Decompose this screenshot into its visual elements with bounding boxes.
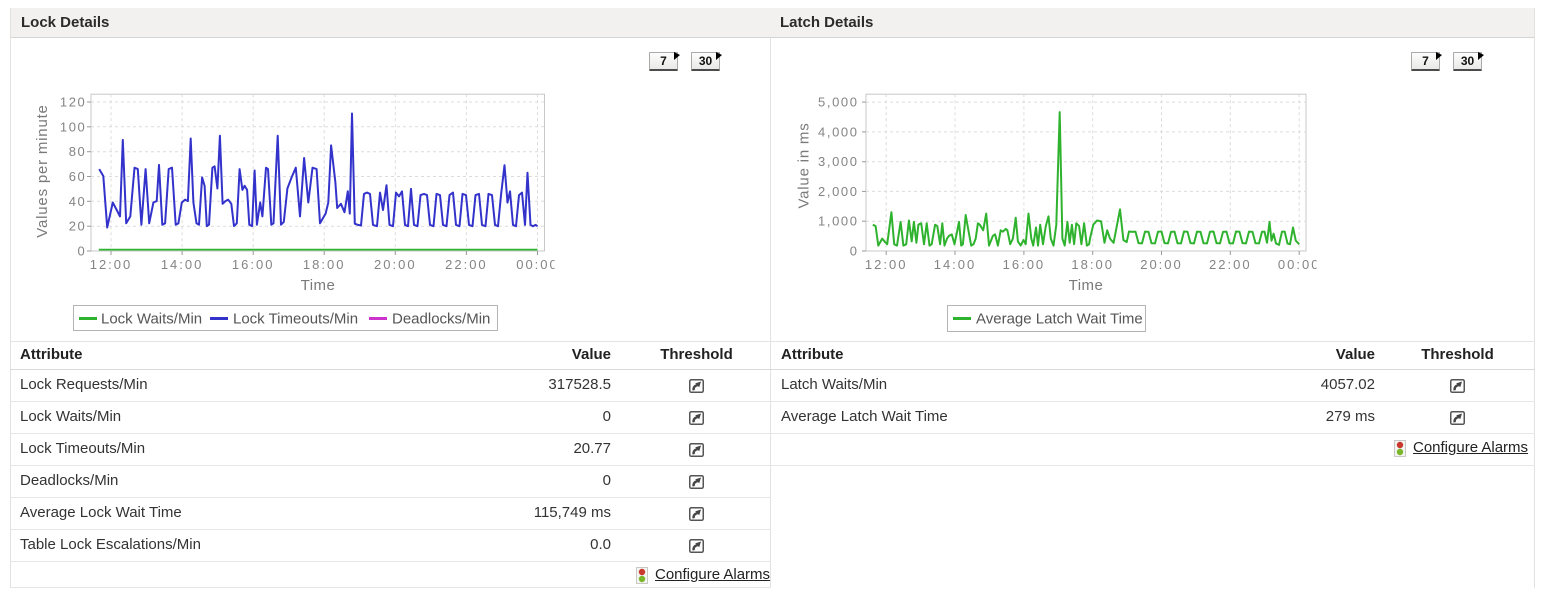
svg-text:80: 80 [69,144,87,159]
svg-text:16:00: 16:00 [232,257,275,272]
svg-text:00:00: 00:00 [1278,257,1321,272]
svg-text:Deadlocks/Min: Deadlocks/Min [392,311,490,328]
svg-text:16:00: 16:00 [1003,257,1046,272]
svg-text:3,000: 3,000 [818,154,859,169]
svg-text:40: 40 [69,194,87,209]
svg-text:12:00: 12:00 [865,257,908,272]
svg-text:12:00: 12:00 [90,257,133,272]
svg-text:60: 60 [69,169,87,184]
svg-text:14:00: 14:00 [934,257,977,272]
svg-text:0: 0 [78,244,87,259]
svg-text:Value in ms: Value in ms [796,122,813,208]
svg-text:00:00: 00:00 [516,257,559,272]
svg-text:Average Latch Wait Time: Average Latch Wait Time [976,311,1143,328]
svg-text:18:00: 18:00 [1071,257,1114,272]
svg-text:4,000: 4,000 [818,124,859,139]
svg-text:Lock Waits/Min: Lock Waits/Min [101,311,202,328]
svg-text:Time: Time [1069,277,1104,294]
svg-text:20: 20 [69,219,87,234]
svg-text:100: 100 [60,119,87,134]
svg-text:1,000: 1,000 [818,214,859,229]
svg-text:Time: Time [301,277,336,294]
svg-text:18:00: 18:00 [303,257,346,272]
svg-text:Values per minute: Values per minute [34,104,51,237]
svg-text:22:00: 22:00 [1209,257,1252,272]
svg-text:Lock Timeouts/Min: Lock Timeouts/Min [233,311,358,328]
svg-text:5,000: 5,000 [818,95,859,110]
svg-text:2,000: 2,000 [818,184,859,199]
svg-text:20:00: 20:00 [374,257,417,272]
svg-text:22:00: 22:00 [445,257,488,272]
svg-text:120: 120 [60,95,87,110]
svg-text:0: 0 [850,244,859,259]
svg-text:20:00: 20:00 [1140,257,1183,272]
svg-text:14:00: 14:00 [161,257,204,272]
